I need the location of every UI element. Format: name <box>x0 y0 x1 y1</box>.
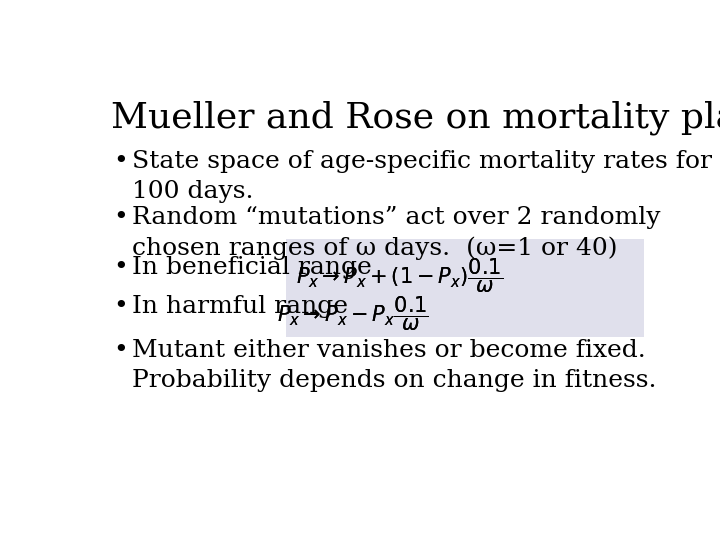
Text: $P_x \rightarrow P_x - P_x\dfrac{0.1}{\omega}$: $P_x \rightarrow P_x - P_x\dfrac{0.1}{\o… <box>277 295 429 333</box>
Text: •: • <box>114 339 128 362</box>
Text: In beneficial range: In beneficial range <box>132 256 372 279</box>
Text: •: • <box>114 295 128 318</box>
Text: chosen ranges of ω days.  (ω=1 or 40): chosen ranges of ω days. (ω=1 or 40) <box>132 236 617 260</box>
Text: Mueller and Rose on mortality plateaus.: Mueller and Rose on mortality plateaus. <box>111 100 720 134</box>
Text: Mutant either vanishes or become fixed.: Mutant either vanishes or become fixed. <box>132 339 646 362</box>
Text: $P_x \rightarrow P_x + (1 - P_x)\dfrac{0.1}{\omega}$: $P_x \rightarrow P_x + (1 - P_x)\dfrac{0… <box>297 256 503 295</box>
Text: $P_x \rightarrow P_x - P_x\dfrac{0.1}{\omega}$: $P_x \rightarrow P_x - P_x\dfrac{0.1}{\o… <box>277 295 429 333</box>
Text: Random “mutations” act over 2 randomly: Random “mutations” act over 2 randomly <box>132 206 660 229</box>
Text: 100 days.: 100 days. <box>132 180 253 203</box>
Text: $P_x \rightarrow P_x + (1 - P_x)\dfrac{0.1}{\omega}$: $P_x \rightarrow P_x + (1 - P_x)\dfrac{0… <box>297 256 503 295</box>
Text: •: • <box>114 256 128 279</box>
Text: •: • <box>114 206 128 229</box>
Text: •: • <box>114 150 128 173</box>
Text: Probability depends on change in fitness.: Probability depends on change in fitness… <box>132 369 657 392</box>
Text: In harmful range: In harmful range <box>132 295 348 318</box>
FancyBboxPatch shape <box>287 239 644 337</box>
Text: State space of age-specific mortality rates for: State space of age-specific mortality ra… <box>132 150 712 173</box>
